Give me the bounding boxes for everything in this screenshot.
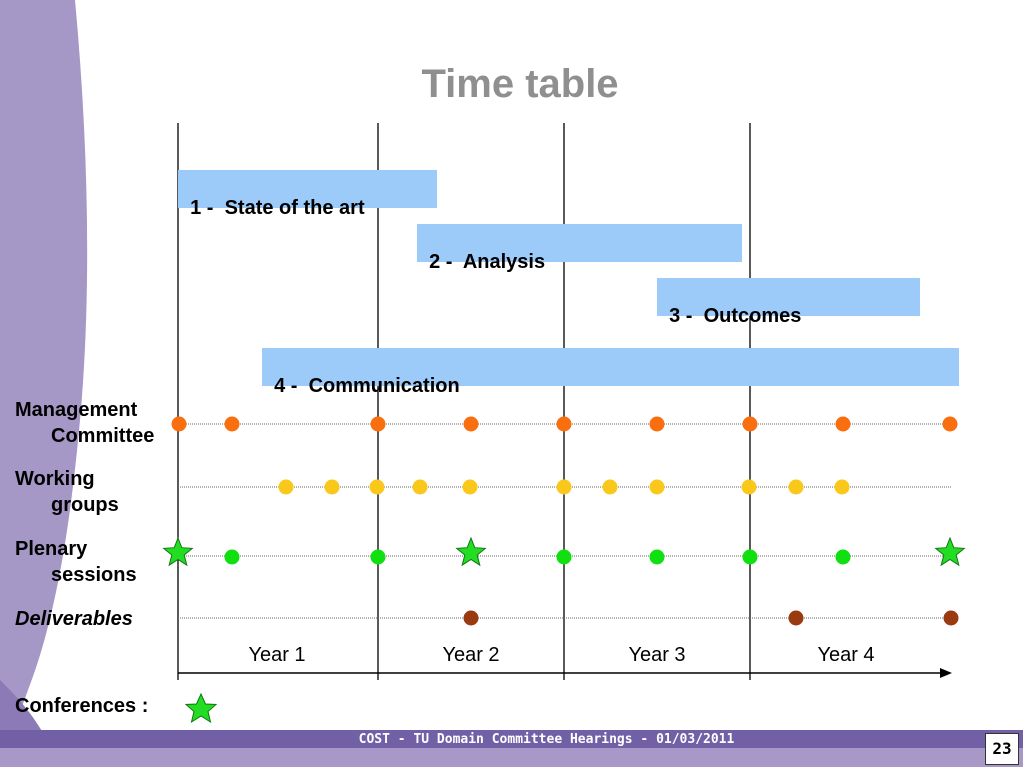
management-committee-marker	[370, 416, 386, 432]
management-committee-marker	[463, 416, 479, 432]
management-committee-marker	[171, 416, 187, 432]
row-label-plenary-sessions: Plenary sessions	[15, 538, 137, 586]
management-committee-marker	[942, 416, 958, 432]
phase-label: 4 - Communication	[274, 375, 460, 397]
working-group-marker	[741, 479, 757, 495]
year-label-4: Year 4	[817, 644, 875, 666]
management-committee-marker	[835, 416, 851, 432]
plenary-session-marker	[556, 549, 572, 565]
management-committee-marker	[649, 416, 665, 432]
phase-bar-outcomes: 3 - Outcomes	[657, 278, 920, 327]
management-committee-marker	[742, 416, 758, 432]
working-group-marker	[649, 479, 665, 495]
phase-label: 1 - State of the art	[190, 197, 365, 219]
footer-text: COST - TU Domain Committee Hearings - 01…	[358, 732, 735, 747]
deliverable-marker	[788, 610, 804, 626]
management-committee-marker	[224, 416, 240, 432]
year-label-1: Year 1	[248, 644, 306, 666]
page-number: 23	[985, 733, 1019, 765]
year-label-2: Year 2	[442, 644, 500, 666]
phase-bar-analysis: 2 - Analysis	[417, 224, 742, 273]
plenary-session-marker	[370, 549, 386, 565]
working-group-marker	[324, 479, 340, 495]
deliverable-marker	[463, 610, 479, 626]
working-group-marker	[602, 479, 618, 495]
phase-label: 3 - Outcomes	[669, 305, 802, 327]
phase-bar-communication: 4 - Communication	[262, 348, 959, 397]
time-axis-arrowhead	[940, 668, 952, 678]
row-label-management-committee: Management Committee	[15, 399, 155, 447]
year-label-3: Year 3	[628, 644, 686, 666]
plenary-session-marker	[742, 549, 758, 565]
working-group-marker	[788, 479, 804, 495]
management-committee-marker	[556, 416, 572, 432]
plenary-session-marker	[649, 549, 665, 565]
row-label-deliverables: Deliverables	[15, 608, 133, 630]
deliverable-marker	[943, 610, 959, 626]
working-group-marker	[369, 479, 385, 495]
working-group-marker	[462, 479, 478, 495]
working-group-marker	[278, 479, 294, 495]
working-group-marker	[556, 479, 572, 495]
plenary-star	[455, 536, 487, 567]
phase-bar-state-of-the-art: 1 - State of the art	[178, 170, 437, 219]
phase-label: 2 - Analysis	[429, 251, 546, 273]
star-icon	[184, 693, 218, 723]
footer-bar	[0, 730, 1023, 748]
working-group-marker	[412, 479, 428, 495]
plenary-star	[162, 536, 194, 567]
plenary-session-marker	[835, 549, 851, 565]
timeline-marks	[162, 416, 966, 626]
conferences-label: Conferences :	[15, 695, 149, 717]
plenary-session-marker	[224, 549, 240, 565]
plenary-star	[934, 536, 966, 567]
footer-strip	[0, 748, 1023, 767]
slide-title: Time table	[421, 62, 619, 106]
row-label-working-groups: Working groups	[15, 468, 119, 516]
working-group-marker	[834, 479, 850, 495]
